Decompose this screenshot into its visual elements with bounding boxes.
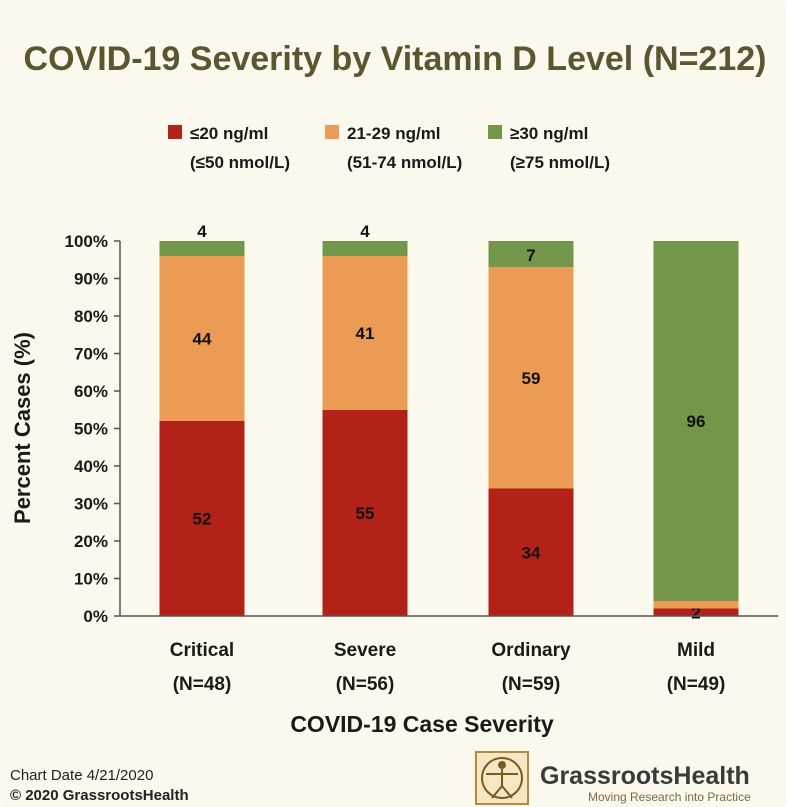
- data-label: 52: [193, 510, 212, 529]
- x-tick-label: Critical: [170, 640, 234, 661]
- y-tick-label: 90%: [74, 270, 108, 289]
- bar-segment: [322, 409, 408, 616]
- legend: ≤20 ng/ml (≤50 nmol/L) 21-29 ng/ml (51-74 n…: [168, 124, 610, 172]
- y-tick-label: 20%: [74, 532, 108, 551]
- bar-segment: [488, 488, 574, 616]
- bar-segment: [159, 241, 245, 256]
- legend-label: ≥30 ng/ml: [510, 124, 588, 143]
- legend-swatch: [168, 125, 182, 139]
- data-label: 41: [356, 324, 375, 343]
- data-label: 4: [360, 222, 370, 241]
- x-tick-label: Severe: [334, 640, 396, 661]
- chart-date: Chart Date 4/21/2020: [10, 767, 153, 784]
- bar-stack: 2 96: [653, 241, 739, 622]
- legend-label: ≤20 ng/ml: [190, 124, 268, 143]
- bar-stack: 55 41 4: [322, 222, 408, 616]
- legend-sublabel: (51-74 nmol/L): [347, 153, 462, 172]
- y-axis-label: Percent Cases (%): [10, 332, 35, 524]
- bar-segment: [488, 267, 574, 489]
- x-tick-label: Mild: [677, 640, 715, 661]
- brand-logo-icon: [475, 751, 529, 805]
- x-tick-sublabel: (N=49): [667, 674, 726, 695]
- legend-label: 21-29 ng/ml: [347, 124, 441, 143]
- y-tick-label: 50%: [74, 420, 108, 439]
- y-tick-label: 30%: [74, 495, 108, 514]
- bar-segment: [159, 256, 245, 421]
- bar-segment: [653, 601, 739, 609]
- legend-swatch: [488, 125, 502, 139]
- data-label: 2: [691, 603, 700, 622]
- bar-segment: [159, 421, 245, 616]
- data-label: 34: [522, 543, 541, 562]
- y-tick-label: 10%: [74, 570, 108, 589]
- bar-segment: [322, 256, 408, 410]
- bar-segment: [653, 241, 739, 601]
- x-tick-label: Ordinary: [491, 640, 571, 661]
- brand-name: GrassrootsHealth: [540, 762, 750, 790]
- data-label: 7: [526, 246, 535, 265]
- bar-segment: [488, 241, 574, 268]
- y-tick-label: 70%: [74, 345, 108, 364]
- data-label: 96: [687, 412, 706, 431]
- y-tick-label: 60%: [74, 382, 108, 401]
- y-tick-label: 80%: [74, 307, 108, 326]
- x-axis-label: COVID-19 Case Severity: [290, 711, 554, 737]
- legend-sublabel: (≤50 nmol/L): [190, 153, 290, 172]
- data-label: 59: [522, 369, 541, 388]
- x-tick-sublabel: (N=56): [336, 674, 395, 695]
- copyright-text: © 2020 GrassrootsHealth: [10, 787, 189, 804]
- brand-tagline: Moving Research into Practice: [588, 790, 751, 804]
- legend-item: ≥30 ng/ml (≥75 nmol/L): [488, 124, 610, 172]
- x-tick-sublabel: (N=59): [502, 674, 561, 695]
- legend-item: 21-29 ng/ml (51-74 nmol/L): [325, 124, 462, 172]
- data-label: 4: [197, 222, 207, 241]
- legend-item: ≤20 ng/ml (≤50 nmol/L): [168, 124, 290, 172]
- y-tick-label: 100%: [65, 232, 108, 251]
- chart-title: COVID-19 Severity by Vitamin D Level (N=…: [24, 40, 767, 78]
- legend-sublabel: (≥75 nmol/L): [510, 153, 610, 172]
- data-label: 55: [356, 504, 375, 523]
- bar-segment: [322, 241, 408, 256]
- bar-stack: 34 59 7: [488, 241, 574, 616]
- data-label: 44: [193, 330, 212, 349]
- y-axis: 0% 10% 20% 30% 40% 50% 60% 70% 80% 90% 100%: [65, 232, 121, 626]
- y-tick-label: 40%: [74, 457, 108, 476]
- legend-swatch: [325, 125, 339, 139]
- x-axis: Critical (N=48) Severe (N=56) Ordinary (N=59)…: [120, 615, 778, 695]
- y-tick-label: 0%: [83, 607, 108, 626]
- x-tick-sublabel: (N=48): [173, 674, 232, 695]
- bar-segment: [653, 608, 739, 616]
